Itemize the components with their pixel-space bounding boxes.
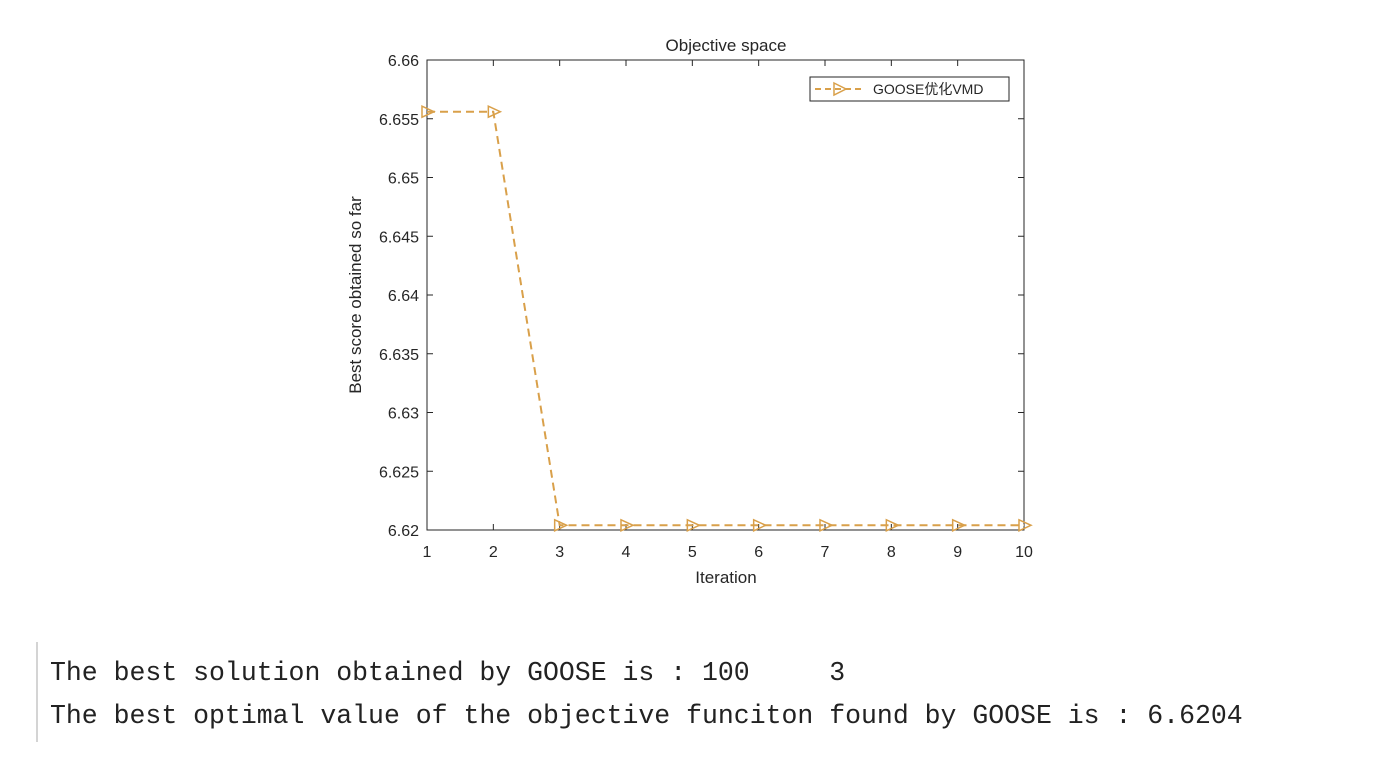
y-tick-label: 6.65 xyxy=(388,171,419,188)
plot-area xyxy=(426,59,1025,531)
x-tick-label: 3 xyxy=(555,544,564,561)
console-line-best-solution: The best solution obtained by GOOSE is :… xyxy=(50,658,846,688)
data-point-marker xyxy=(819,518,834,532)
series-line-0 xyxy=(427,110,1024,527)
x-tick-label: 6 xyxy=(754,544,763,561)
x-tick-labels: 1 2 3 4 5 6 7 8 9 10 xyxy=(423,544,1033,561)
data-point-marker xyxy=(752,518,768,532)
data-point-marker xyxy=(553,518,569,532)
console-output: The best solution obtained by GOOSE is :… xyxy=(36,642,1386,742)
data-point-marker xyxy=(885,518,901,532)
console-line-best-value: The best optimal value of the objective … xyxy=(50,701,1243,731)
legend-entry-label: GOOSE优化VMD xyxy=(873,81,983,97)
y-tick-label: 6.635 xyxy=(379,347,419,364)
x-tick-label: 2 xyxy=(489,544,498,561)
chart-title: Objective space xyxy=(666,36,787,55)
series-group xyxy=(421,105,1033,532)
y-tick-label: 6.63 xyxy=(388,406,419,423)
y-tick-label: 6.66 xyxy=(388,53,419,70)
y-tick-label: 6.625 xyxy=(379,464,419,481)
legend-marker xyxy=(833,81,848,97)
data-point-marker xyxy=(487,105,503,119)
x-tick-label: 7 xyxy=(821,544,830,561)
y-tick-label: 6.645 xyxy=(379,229,419,246)
data-point-marker xyxy=(686,518,702,532)
y-tick-label: 6.655 xyxy=(379,112,419,129)
objective-space-figure: Objective space 1 2 3 4 5 6 7 8 9 10 6.626.6256.6… xyxy=(346,36,1033,587)
y-tick-labels: 6.62 6.625 6.63 6.635 6.64 6.645 6.65 6.655 6.66 xyxy=(379,53,419,540)
y-tick-label: 6.64 xyxy=(388,288,419,305)
x-tick-label: 1 xyxy=(423,544,432,561)
data-point-marker xyxy=(1018,518,1033,532)
data-point-marker xyxy=(620,518,635,532)
x-tick-label: 9 xyxy=(953,544,962,561)
x-tick-label: 8 xyxy=(887,544,896,561)
y-axis-label: Best score obtained so far xyxy=(346,196,365,394)
x-axis-label: Iteration xyxy=(695,568,756,587)
axis-ticks xyxy=(426,59,1025,531)
x-tick-label: 5 xyxy=(688,544,697,561)
legend: GOOSE优化VMD xyxy=(809,76,1010,102)
legend-box xyxy=(809,76,1010,102)
data-point-marker xyxy=(421,105,436,119)
data-point-marker xyxy=(951,518,967,532)
y-tick-label: 6.62 xyxy=(388,523,419,540)
x-tick-label: 4 xyxy=(622,544,631,561)
x-tick-label: 10 xyxy=(1015,544,1033,561)
